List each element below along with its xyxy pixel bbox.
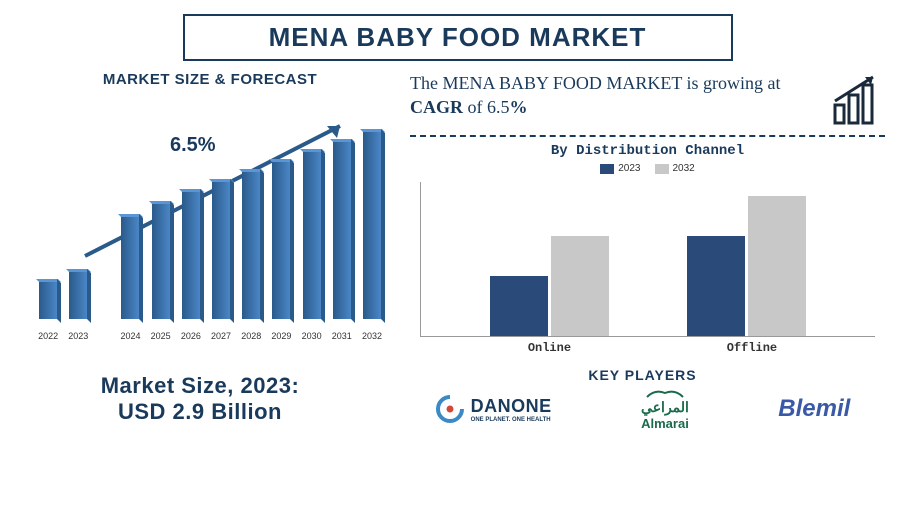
forecast-bar — [333, 139, 351, 319]
cagr-prefix: The MENA BABY FOOD MARKET is growing at — [410, 73, 781, 93]
forecast-bar-col — [178, 189, 204, 319]
dist-category-label: Offline — [727, 341, 777, 355]
forecast-bar-col — [208, 179, 234, 319]
forecast-bar — [272, 159, 290, 319]
forecast-bar — [182, 189, 200, 319]
legend-label: 2023 — [618, 163, 640, 174]
dist-legend: 2023 2032 — [410, 163, 885, 174]
forecast-bar — [39, 279, 57, 319]
forecast-bar-col — [329, 139, 355, 319]
dist-bar-2032 — [748, 196, 806, 336]
dist-bar-2023 — [490, 276, 548, 336]
forecast-bar — [303, 149, 321, 319]
page-title: MENA BABY FOOD MARKET — [185, 22, 731, 53]
cagr-mid: of 6.5 — [463, 97, 510, 117]
dist-bar-2032 — [551, 236, 609, 336]
forecast-bar — [242, 169, 260, 319]
cagr-pct: % — [510, 97, 528, 117]
cagr-sentence: The MENA BABY FOOD MARKET is growing at … — [410, 71, 819, 120]
key-players-title: KEY PLAYERS — [400, 367, 885, 383]
forecast-bar-col — [299, 149, 325, 319]
forecast-bar-col — [238, 169, 264, 319]
dist-group — [687, 196, 806, 336]
bottom-row: Market Size, 2023: USD 2.9 Billion KEY P… — [0, 355, 915, 431]
danone-tagline: ONE PLANET. ONE HEALTH — [471, 417, 552, 423]
almarai-english: Almarai — [641, 416, 689, 431]
logo-danone: DANONE ONE PLANET. ONE HEALTH — [435, 394, 552, 424]
legend-swatch — [655, 164, 669, 174]
forecast-bar-col — [117, 214, 143, 319]
forecast-bar — [69, 269, 87, 319]
year-label: 2028 — [238, 331, 264, 341]
forecast-xaxis: 2022 2023 2024 2025 2026 2027 2028 2029 2030 2031… — [30, 331, 390, 341]
page-title-box: MENA BABY FOOD MARKET — [183, 14, 733, 61]
forecast-bar-col — [148, 201, 174, 319]
forecast-bar — [363, 129, 381, 319]
dist-bar-groups — [421, 182, 875, 336]
cagr-block: The MENA BABY FOOD MARKET is growing at … — [410, 71, 885, 127]
dist-category-label: Online — [528, 341, 571, 355]
legend-item: 2023 — [600, 163, 640, 174]
logo-almarai: المراعي Almarai — [641, 387, 689, 431]
legend-label: 2032 — [673, 163, 695, 174]
market-size-line1: Market Size, 2023: — [30, 373, 370, 399]
year-label: 2027 — [208, 331, 234, 341]
forecast-bar-col — [268, 159, 294, 319]
danone-swirl-icon — [435, 394, 465, 424]
dist-xaxis: Online Offline — [410, 337, 885, 355]
growth-bars-icon — [829, 71, 885, 127]
year-label: 2024 — [117, 331, 143, 341]
dist-chart — [420, 182, 875, 337]
dist-group — [490, 236, 609, 336]
year-label: 2029 — [268, 331, 294, 341]
year-label: 2032 — [359, 331, 385, 341]
year-label: 2030 — [299, 331, 325, 341]
logos-row: DANONE ONE PLANET. ONE HEALTH المراعي Al… — [400, 387, 885, 431]
year-label: 2022 — [35, 331, 61, 341]
forecast-heading: MARKET SIZE & FORECAST — [30, 71, 390, 88]
forecast-bar — [152, 201, 170, 319]
year-label: 2023 — [65, 331, 91, 341]
legend-swatch — [600, 164, 614, 174]
content-row: MARKET SIZE & FORECAST 6.5% 202220232024… — [0, 61, 915, 355]
logo-blemil: Blemil — [778, 395, 850, 423]
forecast-bar-col — [359, 129, 385, 319]
market-size-block: Market Size, 2023: USD 2.9 Billion — [30, 373, 370, 425]
forecast-bar-col — [65, 269, 91, 319]
year-label: 2025 — [148, 331, 174, 341]
dist-title: By Distribution Channel — [410, 143, 885, 159]
year-label: 2026 — [178, 331, 204, 341]
forecast-bar — [121, 214, 139, 319]
market-size-line2: USD 2.9 Billion — [30, 399, 370, 425]
forecast-chart: 6.5% 20222023202420252026202720282029203… — [30, 96, 390, 341]
dashed-divider — [410, 135, 885, 137]
cagr-word: CAGR — [410, 97, 463, 117]
almarai-arabic: المراعي — [641, 399, 689, 416]
almarai-book-icon — [645, 387, 685, 399]
danone-name: DANONE — [471, 396, 552, 417]
dist-bar-2023 — [687, 236, 745, 336]
legend-item: 2032 — [655, 163, 695, 174]
forecast-bar-col — [35, 279, 61, 319]
forecast-bars — [30, 109, 390, 319]
forecast-panel: MARKET SIZE & FORECAST 6.5% 202220232024… — [30, 71, 390, 355]
forecast-bar — [212, 179, 230, 319]
key-players-block: KEY PLAYERS DANONE ONE PLANET. ONE HEALT… — [400, 367, 885, 431]
year-label: 2031 — [329, 331, 355, 341]
right-panel: The MENA BABY FOOD MARKET is growing at … — [390, 71, 885, 355]
